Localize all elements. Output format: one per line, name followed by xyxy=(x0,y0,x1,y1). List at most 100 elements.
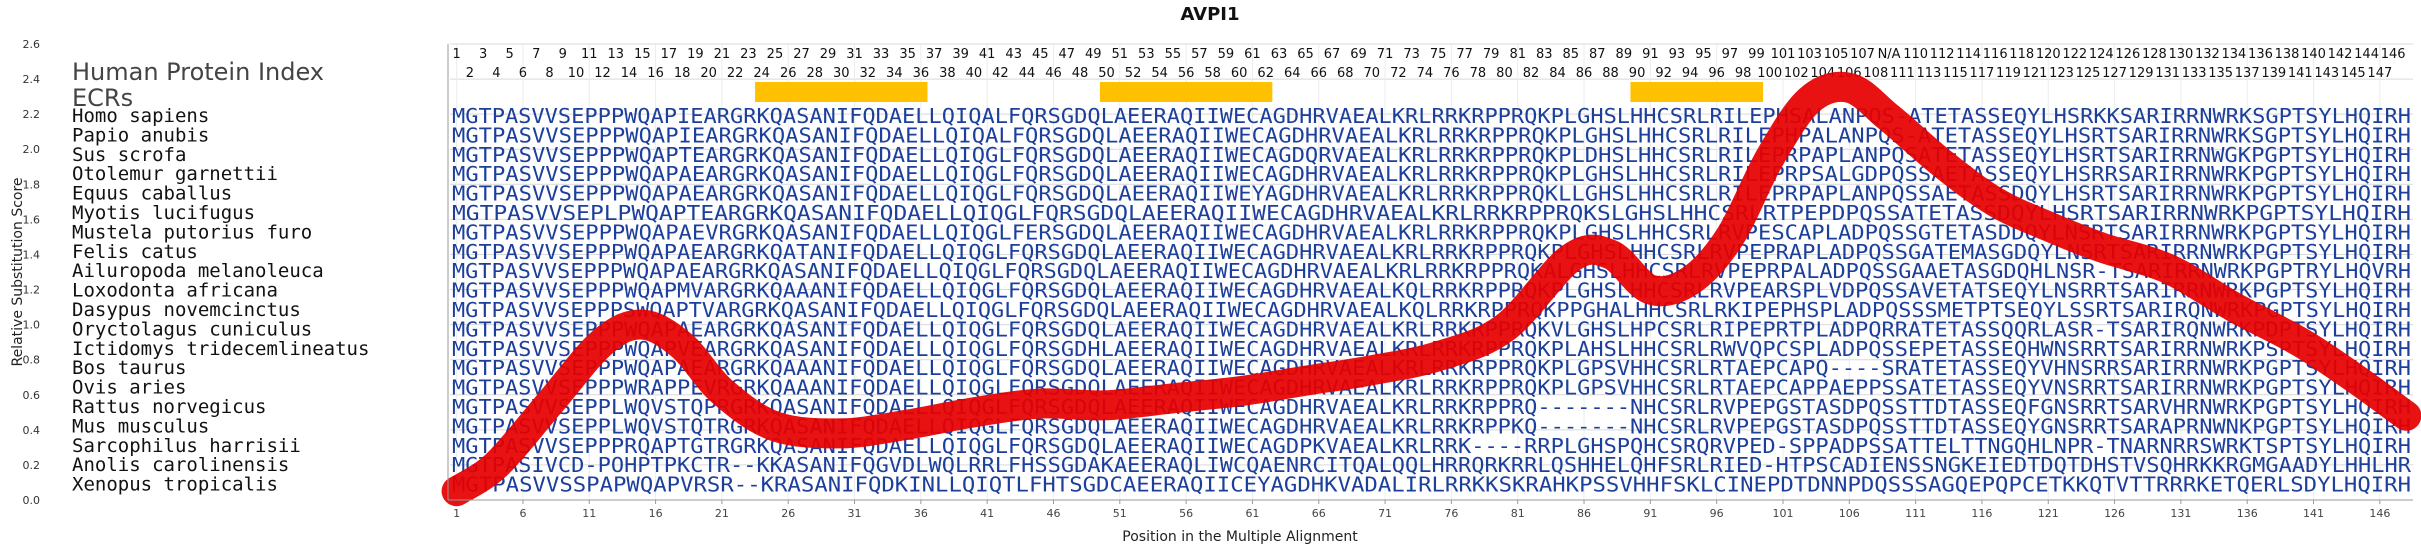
x-tick-label: 101 xyxy=(1772,507,1793,520)
species-label: Oryctolagus cuniculus xyxy=(72,318,312,340)
human-position-number: 18 xyxy=(674,66,691,81)
aligned-sequence: MGTPASVVSEPPPWQAPAEARGRKQASANIFQDAELLQIQ… xyxy=(452,162,2411,186)
human-position-number: 108 xyxy=(1863,66,1888,81)
human-position-number: N/A xyxy=(1878,47,1901,62)
y-tick-label: 0.6 xyxy=(23,389,41,402)
x-tick-label: 51 xyxy=(1113,507,1127,520)
human-position-number: 48 xyxy=(1072,66,1089,81)
human-position-number: 66 xyxy=(1310,66,1327,81)
y-tick-label: 0.8 xyxy=(23,354,41,367)
human-position-number: 113 xyxy=(1916,66,1941,81)
human-position-number: 34 xyxy=(886,66,903,81)
human-position-number: 129 xyxy=(2129,66,2154,81)
x-tick-label: 21 xyxy=(715,507,729,520)
y-tick-label: 2.0 xyxy=(23,143,41,156)
y-tick-label: 1.8 xyxy=(23,178,41,191)
x-tick-label: 111 xyxy=(1905,507,1926,520)
x-tick-label: 146 xyxy=(2369,507,2390,520)
y-tick-label: 0.2 xyxy=(23,459,41,472)
human-position-number: 37 xyxy=(926,47,943,62)
human-position-number: 126 xyxy=(2115,47,2140,62)
human-position-number: 49 xyxy=(1085,47,1102,62)
human-position-number: 99 xyxy=(1748,47,1765,62)
x-tick-label: 6 xyxy=(519,507,526,520)
human-position-number: 133 xyxy=(2182,66,2207,81)
human-position-number: 71 xyxy=(1377,47,1394,62)
human-position-number: 116 xyxy=(1983,47,2008,62)
human-position-number: 119 xyxy=(1996,66,2021,81)
y-tick-label: 1.4 xyxy=(23,248,41,261)
human-position-number: 7 xyxy=(532,47,540,62)
y-tick-label: 1.0 xyxy=(23,319,41,332)
human-position-number: 75 xyxy=(1430,47,1447,62)
human-position-number: 6 xyxy=(519,66,527,81)
species-label: Dasypus novemcinctus xyxy=(72,299,301,321)
human-position-number: 78 xyxy=(1470,66,1487,81)
human-position-number: 21 xyxy=(714,47,731,62)
x-axis-label: Position in the Multiple Alignment xyxy=(1122,529,1358,545)
human-position-number: 52 xyxy=(1125,66,1142,81)
human-position-number: 90 xyxy=(1629,66,1646,81)
human-position-number: 53 xyxy=(1138,47,1155,62)
y-tick-label: 0.4 xyxy=(23,424,41,437)
human-position-number: 101 xyxy=(1771,47,1796,62)
human-position-number: 51 xyxy=(1112,47,1129,62)
y-tick-label: 2.2 xyxy=(23,108,41,121)
human-position-number: 56 xyxy=(1178,66,1195,81)
human-position-number: 54 xyxy=(1151,66,1168,81)
human-position-number: 77 xyxy=(1456,47,1473,62)
human-position-number: 22 xyxy=(727,66,744,81)
human-position-number: 74 xyxy=(1417,66,1434,81)
human-position-number: 132 xyxy=(2195,47,2220,62)
human-position-number: 25 xyxy=(767,47,784,62)
human-position-number: 30 xyxy=(833,66,850,81)
human-position-number: 15 xyxy=(634,47,651,62)
human-position-number: 29 xyxy=(820,47,837,62)
human-position-number: 124 xyxy=(2089,47,2114,62)
x-axis-ticks: 1 6 11 16 21 26 31 36 41 46 51 56 61 66 71 76 81 86 91 96 10… xyxy=(453,500,2390,520)
human-position-number: 139 xyxy=(2261,66,2286,81)
human-position-number: 31 xyxy=(846,47,863,62)
human-position-number: 76 xyxy=(1443,66,1460,81)
human-position-number: 70 xyxy=(1364,66,1381,81)
human-position-number: 2 xyxy=(466,66,474,81)
human-position-number: 28 xyxy=(806,66,823,81)
aligned-sequence: MGTPASVVSEPPPWQAPTEARGRKQASANIFQDAELLQIQ… xyxy=(452,143,2411,167)
x-tick-label: 36 xyxy=(914,507,928,520)
human-position-number: 61 xyxy=(1244,47,1261,62)
y-axis-ticks: 0.0 0.2 0.4 0.6 0.8 1.0 1.2 1.4 1.6 1.8 2.0 2.2 2.4 2… xyxy=(23,38,41,507)
species-label: Mustela putorius furo xyxy=(72,221,312,243)
human-position-number: 127 xyxy=(2102,66,2127,81)
species-label: Ovis aries xyxy=(72,377,186,399)
human-position-number: 14 xyxy=(621,66,638,81)
human-position-number: 82 xyxy=(1523,66,1540,81)
human-position-number: 103 xyxy=(1797,47,1822,62)
human-position-number: 50 xyxy=(1098,66,1115,81)
y-axis-label: Relative Substitution Score xyxy=(10,177,26,366)
human-position-number: 60 xyxy=(1231,66,1248,81)
human-position-number: 20 xyxy=(700,66,717,81)
human-position-number: 140 xyxy=(2301,47,2326,62)
y-tick-label: 2.4 xyxy=(23,73,41,86)
human-position-number: 85 xyxy=(1562,47,1579,62)
human-position-number: 112 xyxy=(1930,47,1955,62)
human-position-number: 117 xyxy=(1970,66,1995,81)
human-position-number: 59 xyxy=(1218,47,1235,62)
human-position-number: 5 xyxy=(506,47,514,62)
human-position-number: 83 xyxy=(1536,47,1553,62)
human-position-number: 64 xyxy=(1284,66,1301,81)
human-position-number: 87 xyxy=(1589,47,1606,62)
human-position-number: 57 xyxy=(1191,47,1208,62)
human-position-number: 26 xyxy=(780,66,797,81)
x-tick-label: 136 xyxy=(2237,507,2258,520)
aligned-sequence: MGTPASVVSEPPPWQAPIEARGRKQASANIFQDAELLQIQ… xyxy=(452,123,2411,147)
ecr-bar xyxy=(1630,82,1764,102)
human-position-number: 1 xyxy=(452,47,460,62)
human-position-number: 135 xyxy=(2208,66,2233,81)
species-label: Rattus norvegicus xyxy=(72,396,266,418)
human-position-number: 122 xyxy=(2062,47,2087,62)
human-position-number: 79 xyxy=(1483,47,1500,62)
y-tick-label: 2.6 xyxy=(23,38,41,51)
human-position-number: 12 xyxy=(594,66,611,81)
human-position-number: 128 xyxy=(2142,47,2167,62)
